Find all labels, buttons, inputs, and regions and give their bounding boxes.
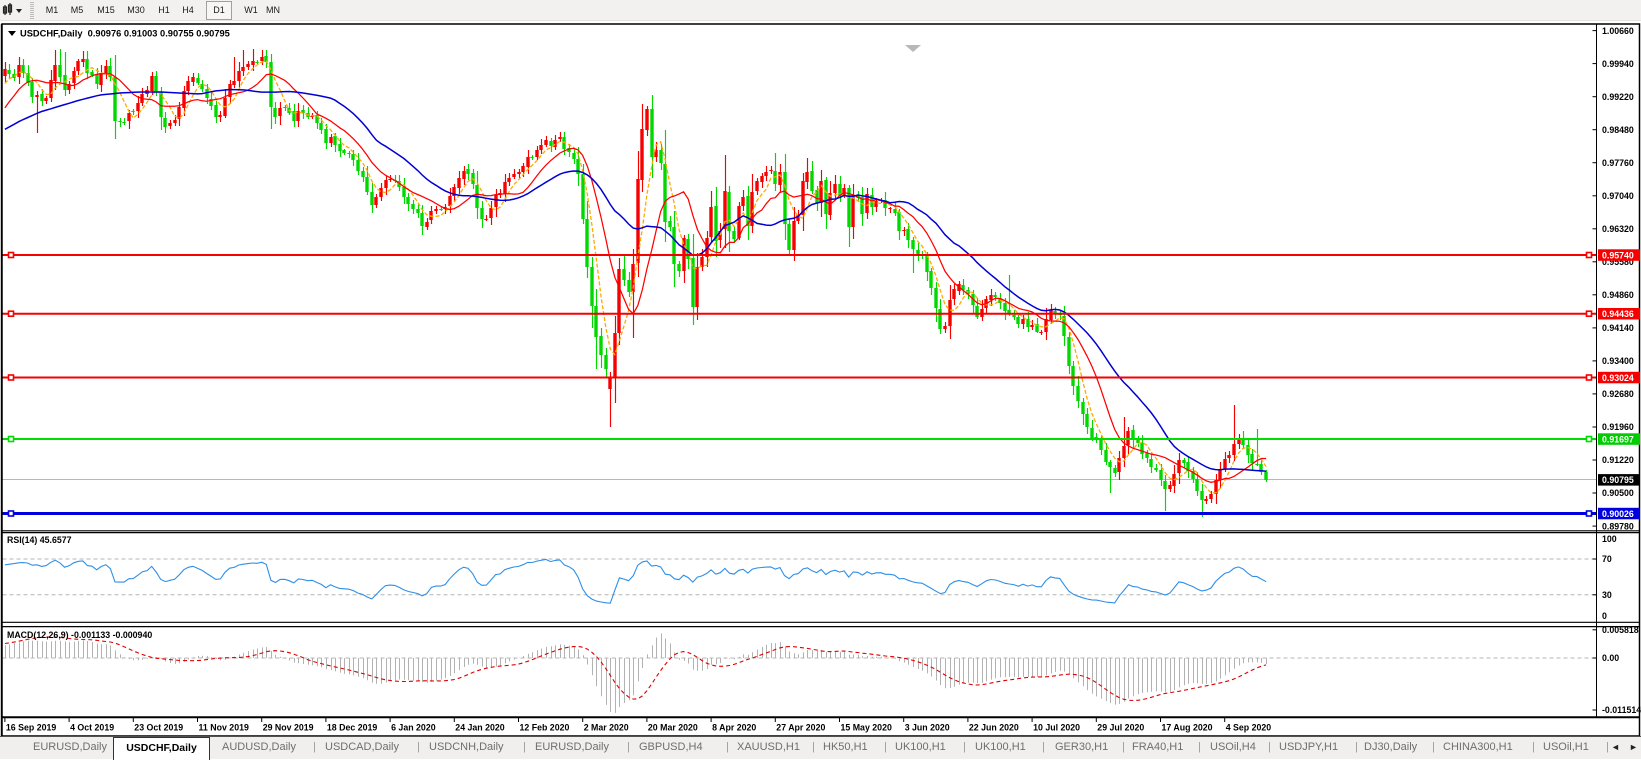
- svg-text:15 May 2020: 15 May 2020: [841, 723, 892, 733]
- svg-text:0.99220: 0.99220: [1602, 92, 1634, 102]
- svg-text:70: 70: [1602, 554, 1612, 564]
- svg-text:4 Sep 2020: 4 Sep 2020: [1226, 723, 1272, 733]
- svg-text:0: 0: [1602, 611, 1607, 621]
- svg-text:0.95740: 0.95740: [1602, 250, 1634, 260]
- svg-text:100: 100: [1602, 534, 1617, 544]
- svg-text:0.93024: 0.93024: [1602, 373, 1634, 383]
- svg-text:0.95580: 0.95580: [1602, 257, 1634, 267]
- svg-text:-0.011514: -0.011514: [1602, 705, 1641, 715]
- svg-text:30: 30: [1602, 590, 1612, 600]
- svg-text:18 Dec 2019: 18 Dec 2019: [327, 723, 377, 733]
- svg-text:0.90500: 0.90500: [1602, 488, 1634, 498]
- svg-text:MACD(12,26,9) -0.001133 -0.000: MACD(12,26,9) -0.001133 -0.000940: [7, 630, 152, 640]
- svg-text:12 Feb 2020: 12 Feb 2020: [520, 723, 570, 733]
- svg-text:0.005818: 0.005818: [1602, 625, 1639, 635]
- svg-text:24 Jan 2020: 24 Jan 2020: [455, 723, 505, 733]
- svg-text:0.97040: 0.97040: [1602, 191, 1634, 201]
- svg-text:10 Jul 2020: 10 Jul 2020: [1033, 723, 1080, 733]
- svg-text:0.99940: 0.99940: [1602, 59, 1634, 69]
- svg-text:1.00660: 1.00660: [1602, 26, 1634, 36]
- svg-text:0.94860: 0.94860: [1602, 290, 1634, 300]
- svg-text:23 Oct 2019: 23 Oct 2019: [134, 723, 183, 733]
- svg-text:0.94140: 0.94140: [1602, 323, 1634, 333]
- svg-text:0.92680: 0.92680: [1602, 389, 1634, 399]
- svg-text:16 Sep 2019: 16 Sep 2019: [6, 723, 56, 733]
- svg-text:0.94436: 0.94436: [1602, 309, 1634, 319]
- svg-text:0.91220: 0.91220: [1602, 455, 1634, 465]
- svg-text:0.90795: 0.90795: [1602, 475, 1634, 485]
- svg-text:0.89780: 0.89780: [1602, 521, 1634, 531]
- svg-text:29 Jul 2020: 29 Jul 2020: [1097, 723, 1144, 733]
- svg-text:8 Apr 2020: 8 Apr 2020: [712, 723, 756, 733]
- svg-text:11 Nov 2019: 11 Nov 2019: [199, 723, 249, 733]
- svg-text:2 Mar 2020: 2 Mar 2020: [584, 723, 629, 733]
- svg-text:22 Jun 2020: 22 Jun 2020: [969, 723, 1019, 733]
- svg-text:0.91697: 0.91697: [1602, 434, 1634, 444]
- svg-text:20 Mar 2020: 20 Mar 2020: [648, 723, 698, 733]
- svg-text:17 Aug 2020: 17 Aug 2020: [1162, 723, 1213, 733]
- svg-text:3 Jun 2020: 3 Jun 2020: [905, 723, 950, 733]
- svg-text:RSI(14) 45.6577: RSI(14) 45.6577: [7, 535, 72, 545]
- svg-text:0.00: 0.00: [1602, 653, 1619, 663]
- svg-text:0.96320: 0.96320: [1602, 224, 1634, 234]
- svg-text:0.91960: 0.91960: [1602, 422, 1634, 432]
- svg-text:4 Oct 2019: 4 Oct 2019: [70, 723, 114, 733]
- svg-text:0.98480: 0.98480: [1602, 125, 1634, 135]
- svg-text:29 Nov 2019: 29 Nov 2019: [263, 723, 314, 733]
- svg-text:0.90026: 0.90026: [1602, 509, 1634, 519]
- svg-text:0.97760: 0.97760: [1602, 158, 1634, 168]
- svg-text:6 Jan 2020: 6 Jan 2020: [391, 723, 436, 733]
- svg-text:USDCHF,Daily 0.90976 0.91003: USDCHF,Daily 0.90976 0.91003 0.90755 0.9…: [20, 29, 230, 39]
- svg-text:27 Apr 2020: 27 Apr 2020: [776, 723, 825, 733]
- svg-text:0.93400: 0.93400: [1602, 356, 1634, 366]
